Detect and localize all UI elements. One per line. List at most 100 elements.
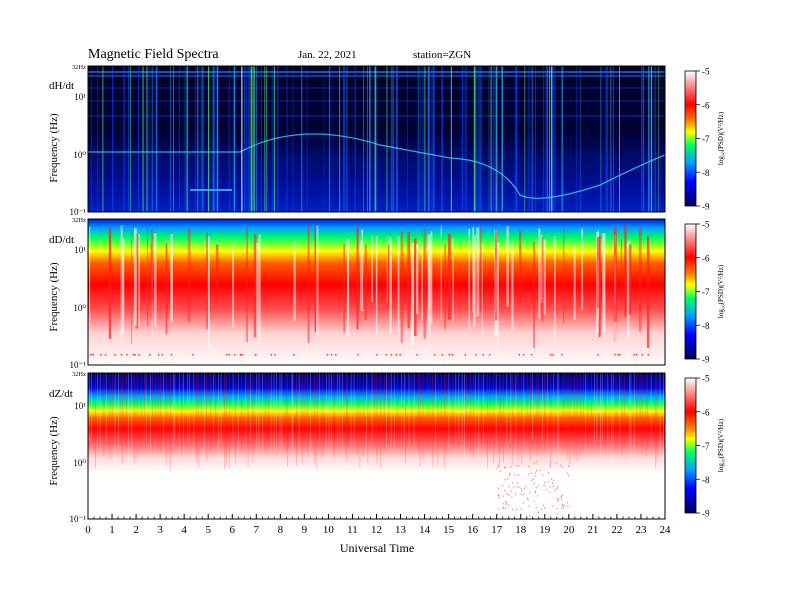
noise-dot (528, 514, 530, 517)
noise-dot (567, 474, 569, 477)
noise-dot (561, 503, 563, 506)
noise-dot (561, 498, 563, 501)
noise-dot (528, 465, 530, 468)
panel-dz: dZ/dt Frequency (Hz) 32Hz 10¹ 10⁰ 10⁻¹ (48, 371, 666, 524)
noise-dot (557, 500, 559, 502)
noise-dot (509, 473, 511, 475)
noise-dot (552, 482, 554, 484)
noise-dot (90, 354, 92, 356)
noise-dot (523, 493, 525, 496)
noise-dot (505, 501, 507, 504)
noise-dot (511, 482, 513, 484)
noise-dot (390, 354, 392, 356)
x-tick-label: 22 (611, 524, 622, 536)
x-tick-label: 14 (419, 524, 431, 536)
noise-dot (560, 495, 562, 498)
noise-dot (505, 501, 507, 503)
noise-dot (597, 354, 599, 356)
colorbar-2: -5 -6 -7 -8 -9 log₁₀(PSD)(V²/Hz) (684, 374, 725, 519)
noise-dot (530, 354, 533, 356)
noise-dot (515, 464, 517, 467)
noise-dot (614, 354, 616, 356)
noise-dot (510, 466, 512, 468)
noise-dot (535, 506, 537, 509)
noise-dot (451, 354, 453, 356)
x-axis: 0 1 2 3 4 5 6 7 8 9 10 11 12 13 14 15 16 17 18 19 20 21 22 23 24 (85, 514, 671, 536)
colorbar-tick-label: -7 (702, 134, 710, 144)
noise-dot (488, 354, 491, 356)
noise-dot (132, 354, 135, 356)
noise-dot (534, 472, 536, 475)
x-tick-label: 2 (133, 524, 139, 536)
panel-dh-heatmap (88, 66, 665, 212)
noise-dot (531, 479, 533, 481)
panel-dh-ylabel: Frequency (Hz) (48, 113, 60, 183)
noise-dot (551, 478, 553, 480)
noise-dot (550, 461, 552, 464)
noise-dot (100, 354, 102, 356)
noise-dot (530, 472, 532, 475)
noise-dot (504, 489, 506, 492)
date-label: Jan. 22, 2021 (298, 49, 357, 61)
noise-dot (533, 500, 535, 502)
x-tick-label: 18 (515, 524, 527, 536)
noise-dot (497, 487, 499, 490)
panel-dh-component-label: dH/dt (49, 80, 74, 92)
noise-dot (552, 485, 554, 488)
noise-dot (523, 487, 525, 490)
noise-dot (647, 354, 650, 356)
noise-dot (566, 501, 568, 504)
panel-dz-ytick-m1: 10⁻¹ (70, 514, 87, 524)
colorbar-tick-label: -5 (702, 220, 710, 230)
noise-dot (104, 354, 107, 356)
x-tick-label: 5 (205, 524, 211, 536)
noise-dot (534, 491, 536, 494)
panel-dd-ytick-1: 10¹ (74, 245, 86, 255)
noise-dot (514, 473, 516, 476)
noise-dot (92, 354, 94, 356)
x-tick-label: 4 (181, 524, 187, 536)
noise-dot (542, 474, 544, 476)
colorbar-tick-label: -6 (702, 100, 710, 110)
panel-dd-ytick-m1: 10⁻¹ (70, 360, 87, 370)
noise-dot (395, 354, 398, 356)
noise-dot (518, 354, 521, 356)
colorbar-scale (684, 223, 697, 360)
noise-dot (549, 491, 551, 494)
noise-dot (562, 494, 564, 496)
noise-dot (157, 354, 160, 356)
colorbar-0: -5 -6 -7 -8 -9 log₁₀(PSD)(V²/Hz) (684, 67, 725, 212)
noise-dot (498, 508, 500, 510)
x-tick-label: 17 (491, 524, 503, 536)
x-tick-label: 9 (302, 524, 308, 536)
noise-dot (507, 504, 509, 507)
noise-dot (270, 354, 273, 356)
noise-dot (535, 469, 537, 472)
noise-dot (441, 354, 444, 356)
noise-dot (508, 486, 510, 488)
panel-dd-component-label: dD/dt (49, 234, 74, 246)
panel-dz-ylabel: Frequency (Hz) (48, 416, 60, 486)
noise-dot (170, 354, 173, 356)
noise-dot (560, 507, 562, 509)
noise-dot (532, 478, 534, 480)
noise-dot (520, 493, 522, 496)
noise-dot (549, 464, 551, 467)
x-tick-label: 20 (563, 524, 575, 536)
noise-dot (554, 489, 556, 492)
noise-dot (560, 496, 562, 498)
x-tick-label: 23 (635, 524, 647, 536)
noise-dot (563, 504, 565, 507)
noise-dot (525, 485, 527, 488)
noise-dot (120, 354, 123, 356)
noise-dot (505, 492, 507, 495)
noise-dot (552, 505, 554, 507)
noise-dot (544, 506, 546, 509)
noise-dot (149, 354, 151, 356)
panel-dz-ytick-0: 10⁰ (73, 458, 86, 468)
noise-dot (464, 354, 467, 356)
noise-dot (293, 354, 295, 356)
x-tick-label: 10 (323, 524, 335, 536)
colorbar-tick-label: -8 (702, 321, 710, 331)
